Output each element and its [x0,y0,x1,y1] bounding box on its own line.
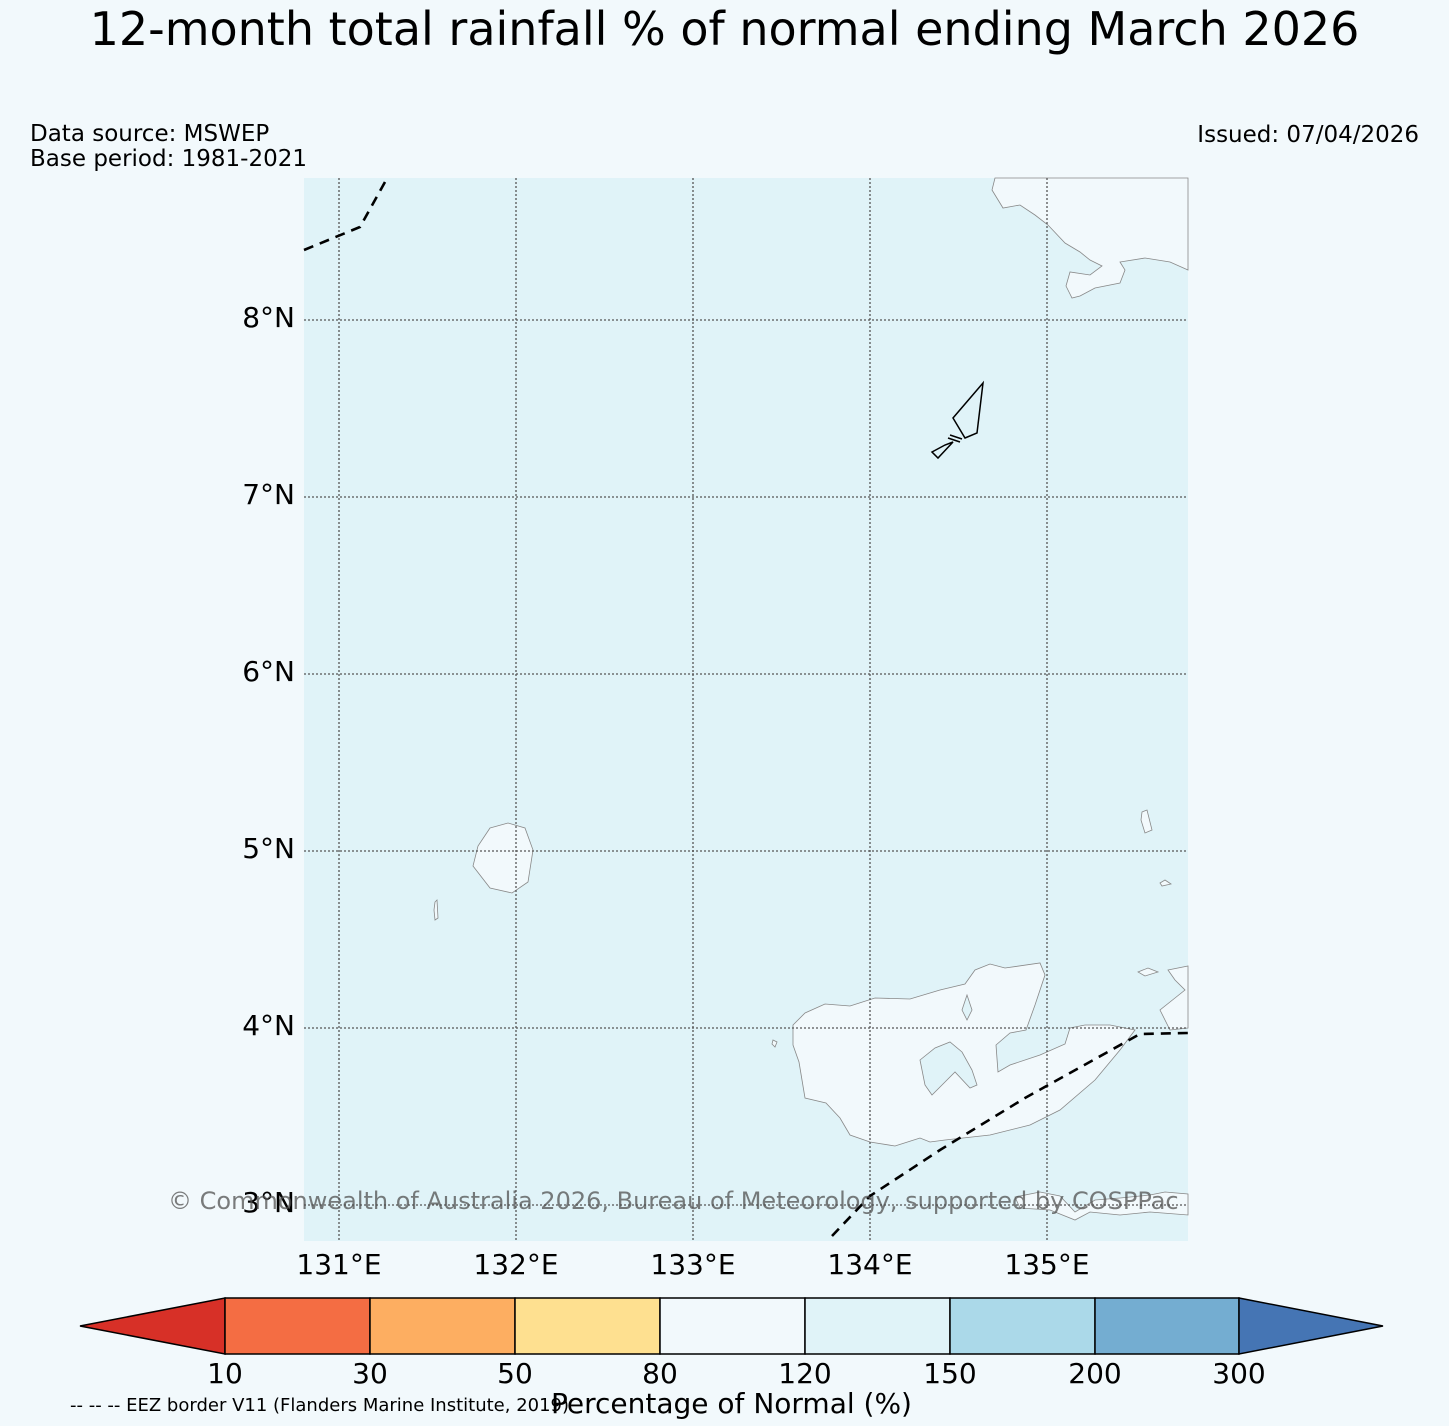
colorbar-tick-10: 10 [207,1357,243,1390]
islet-west [433,899,439,921]
eez-legend-note: -- -- -- EEZ border V11 (Flanders Marine… [70,1395,570,1416]
lon-label-132e: 132°E [473,1248,559,1281]
lat-label-3n: 3°N [242,1186,295,1219]
data-source-info: Data source: MSWEP Base period: 1981-202… [30,122,307,172]
land-southeast-edge [1159,965,1189,1031]
atoll-reef [947,434,963,443]
lon-label-133e: 133°E [650,1248,736,1281]
colorbar-segment-120-150 [804,1297,951,1355]
data-source: Data source: MSWEP [30,121,270,147]
colorbar-tick-80: 80 [642,1357,678,1390]
colorbar-tick-150: 150 [923,1357,977,1390]
eez-border-southeast [831,1031,1189,1237]
islet-east-1 [1140,809,1153,834]
lat-label-5n: 5°N [242,832,295,865]
lat-label-7n: 7°N [242,478,295,511]
eez-borders [303,181,1189,1237]
colorbar-segment-200-300 [1094,1297,1240,1355]
base-period: Base period: 1981-2021 [30,146,308,172]
land-masses [433,177,1189,1221]
islet-east-2 [1159,879,1173,887]
colorbar-tick-30: 30 [352,1357,388,1390]
colorbar-tick-200: 200 [1068,1357,1122,1390]
colorbar-tick-120: 120 [778,1357,832,1390]
lon-label-134e: 134°E [827,1248,913,1281]
colorbar-label: Percentage of Normal (%) [551,1387,912,1420]
islet-south [771,1039,778,1048]
atoll-south [930,441,954,460]
land-northeast [991,177,1189,299]
issued-date: Issued: 07/04/2026 [1197,122,1419,148]
colorbar-segment-50-80 [514,1297,661,1355]
atoll-north [952,380,985,439]
colorbar-segment-30-50 [369,1297,516,1355]
lon-label-135e: 135°E [1004,1248,1090,1281]
lagoons [919,993,978,1096]
eez-border-northwest [303,181,387,252]
islet-east-3 [1137,967,1160,977]
colorbar-tick-50: 50 [497,1357,533,1390]
chart-title: 12-month total rainfall % of normal endi… [89,2,1360,56]
lat-label-8n: 8°N [242,301,295,334]
atoll-outline [930,380,985,460]
copyright-watermark: © Commonwealth of Australia 2026, Bureau… [168,1187,1179,1215]
colorbar [79,1297,1384,1355]
colorbar-segment-150-200 [949,1297,1096,1355]
land-south-strip [1014,1191,1189,1221]
lagoon-2 [919,1041,978,1096]
gridlines [304,178,1188,1241]
lon-label-131e: 131°E [296,1248,382,1281]
colorbar-segment-gt300 [1238,1297,1384,1355]
colorbar-segment-lt10 [79,1297,226,1355]
colorbar-tick-300: 300 [1212,1357,1266,1390]
colorbar-segment-10-30 [224,1297,371,1355]
land-south-main [792,962,1136,1147]
lat-label-6n: 6°N [242,655,295,688]
island-west [472,822,534,894]
colorbar-segment-80-120 [659,1297,806,1355]
lat-label-4n: 4°N [242,1009,295,1042]
lagoon-1 [961,993,973,1021]
